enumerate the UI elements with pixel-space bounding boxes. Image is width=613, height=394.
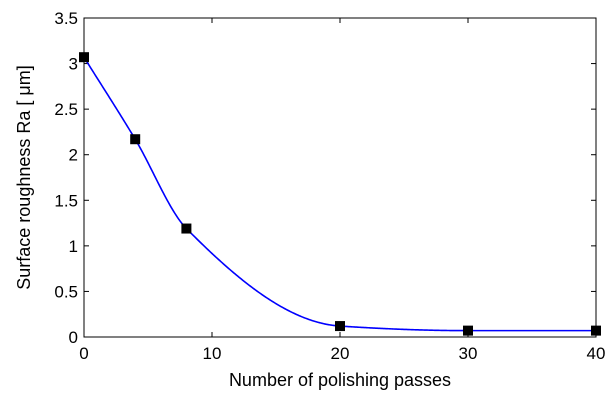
curve-layer: [83, 56, 596, 332]
y-tick-label: 3.5: [54, 9, 78, 28]
y-tick-label: 0: [69, 328, 78, 347]
plot-frame: [83, 17, 597, 338]
data-point: [79, 52, 89, 63]
y-tick-label: 1: [69, 237, 78, 256]
plot-axes: 0 10 20 30 40 0 0.5 1 1.5 2 2.5 3 3.5: [54, 9, 605, 363]
data-point: [130, 134, 141, 145]
y-tick-label: 2.5: [54, 100, 78, 119]
x-tick-label: 20: [331, 344, 350, 363]
y-tick-label: 2: [69, 146, 78, 165]
y-tick-label: 3: [69, 55, 78, 74]
marker-layer: [79, 52, 601, 336]
series-line: [83, 56, 596, 332]
data-point: [181, 223, 192, 234]
data-point: [591, 325, 601, 336]
x-tick-label: 30: [459, 344, 478, 363]
y-tick-label: 1.5: [54, 191, 78, 210]
data-point: [335, 321, 345, 332]
y-tick-label: 0.5: [54, 282, 78, 301]
x-tick-label: 10: [203, 344, 222, 363]
y-axis-label: Surface roughness Ra [ μm]: [14, 65, 34, 289]
x-tick-label: 0: [79, 344, 88, 363]
data-point: [463, 325, 473, 336]
x-tick-label: 40: [587, 344, 606, 363]
x-axis-label: Number of polishing passes: [229, 370, 451, 390]
